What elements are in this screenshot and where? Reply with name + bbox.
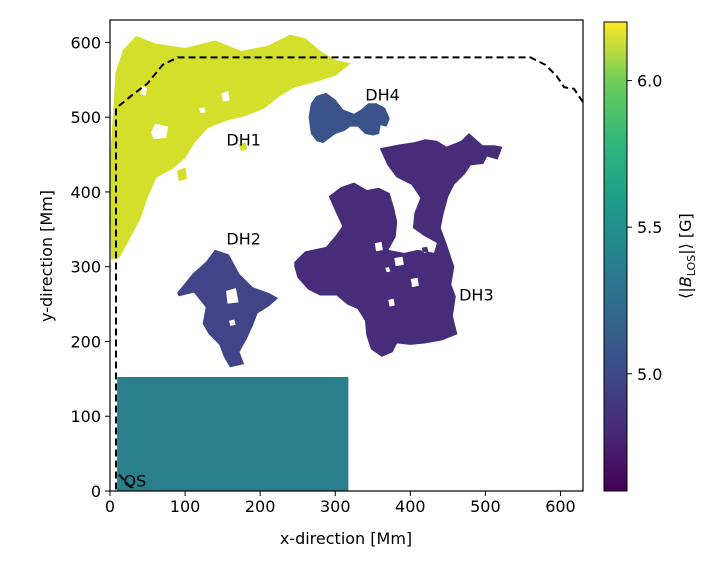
colorbar-label: ⟨|BLOS|⟩ [G] bbox=[676, 213, 698, 299]
y-tick-label: 300 bbox=[70, 258, 101, 277]
dashed-boundary bbox=[115, 56, 583, 490]
colorbar bbox=[603, 21, 628, 492]
region-qs bbox=[117, 377, 349, 491]
y-tick-label: 400 bbox=[70, 183, 101, 202]
x-tick-label: 400 bbox=[395, 497, 426, 516]
colorbar-tick-label: 5.5 bbox=[637, 218, 662, 237]
colorbar-tick-label: 6.0 bbox=[637, 72, 662, 91]
regions-layer bbox=[110, 34, 503, 491]
colorbar-ticks: 5.0 5.5 6.0 bbox=[627, 72, 662, 384]
colorbar-tick-label: 5.0 bbox=[637, 365, 662, 384]
y-tick-label: 500 bbox=[70, 108, 101, 127]
region-label-dh2: DH2 bbox=[226, 229, 261, 248]
y-tick-label: 100 bbox=[70, 407, 101, 426]
x-tick-label: 500 bbox=[470, 497, 501, 516]
y-tick-label: 600 bbox=[70, 33, 101, 52]
y-axis-ticks: 0 100 200 300 400 500 600 bbox=[70, 33, 110, 501]
region-label-dh3: DH3 bbox=[459, 285, 494, 304]
region-dh4 bbox=[308, 92, 390, 143]
region-label-qs: QS bbox=[124, 472, 147, 491]
dashed-boundary-layer bbox=[115, 56, 583, 491]
region-dh1 bbox=[110, 34, 351, 260]
x-tick-label: 300 bbox=[320, 497, 351, 516]
region-dh2 bbox=[177, 249, 278, 368]
region-labels: DH1 DH2 DH3 DH4 QS bbox=[124, 86, 494, 491]
x-axis-label: x-direction [Mm] bbox=[280, 529, 412, 548]
plot-frame bbox=[109, 19, 584, 492]
x-tick-label: 200 bbox=[245, 497, 276, 516]
region-label-dh4: DH4 bbox=[365, 86, 400, 105]
x-tick-label: 100 bbox=[170, 497, 201, 516]
x-axis-ticks: 0 100 200 300 400 500 600 bbox=[105, 491, 576, 516]
x-tick-label: 0 bbox=[105, 497, 115, 516]
dashed-boundary-corner bbox=[118, 473, 135, 491]
x-tick-label: 600 bbox=[545, 497, 576, 516]
y-tick-label: 200 bbox=[70, 332, 101, 351]
region-label-dh1: DH1 bbox=[226, 131, 261, 150]
y-tick-label: 0 bbox=[91, 482, 101, 501]
y-axis-label: y-direction [Mm] bbox=[37, 190, 56, 322]
region-dh3 bbox=[294, 133, 503, 357]
